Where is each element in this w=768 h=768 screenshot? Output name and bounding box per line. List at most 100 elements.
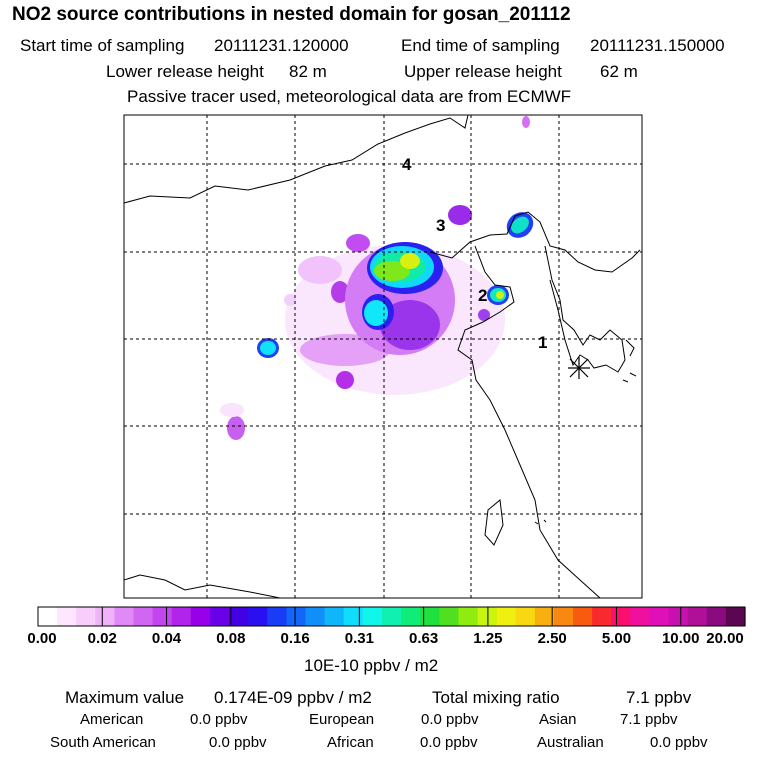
colorbar-swatch xyxy=(362,607,383,626)
tracer-note: Passive tracer used, meteorological data… xyxy=(127,87,572,106)
colorbar-swatch xyxy=(458,607,479,626)
colorbar-swatch xyxy=(286,607,307,626)
max-value: 0.174E-09 ppbv / m2 xyxy=(214,688,372,707)
colorbar-tick-label: 10.00 xyxy=(661,630,700,647)
region-australian-label: Australian xyxy=(537,734,604,751)
colorbar-tick-label: 0.16 xyxy=(280,630,310,647)
start-time-value: 20111231.120000 xyxy=(214,36,349,55)
marker-4: 4 xyxy=(402,155,412,174)
colorbar-swatch xyxy=(57,607,77,626)
colorbar-swatch xyxy=(630,607,651,626)
islands xyxy=(534,519,547,525)
lat-lon-grid xyxy=(124,115,642,598)
marker-2: 2 xyxy=(478,286,487,305)
plume-core xyxy=(400,253,420,269)
coastline xyxy=(429,211,641,273)
marker-3: 3 xyxy=(436,216,445,235)
colorbar-swatch xyxy=(401,607,421,626)
colorbar-swatch xyxy=(477,607,498,626)
colorbar-swatch xyxy=(248,607,268,626)
colorbar-swatch xyxy=(592,607,612,626)
upper-release-label: Upper release height xyxy=(404,62,562,81)
plume-patch xyxy=(220,403,244,417)
plume-core xyxy=(374,261,410,281)
colorbar-tick-label: 0.02 xyxy=(87,630,117,647)
coastline-japan xyxy=(622,339,637,383)
plot-title: NO2 source contributions in nested domai… xyxy=(12,4,571,25)
plume-patch xyxy=(522,116,530,128)
colorbar-tick-label: 0.63 xyxy=(409,630,439,647)
colorbar-swatch xyxy=(573,607,593,626)
colorbar-swatch xyxy=(324,607,345,626)
colorbar xyxy=(38,607,746,626)
colorbar-tick-label: 1.25 xyxy=(473,630,503,647)
colorbar-swatch xyxy=(668,607,689,626)
colorbar-tick-label: 0.04 xyxy=(151,630,182,647)
colorbar-swatch xyxy=(687,607,708,626)
colorbar-ticks xyxy=(101,607,682,626)
colorbar-swatch xyxy=(95,607,116,626)
plume-core xyxy=(380,300,440,350)
colorbar-swatch xyxy=(114,607,135,626)
colorbar-swatch xyxy=(725,607,746,626)
total-mixing-label: Total mixing ratio xyxy=(432,688,560,707)
colorbar-swatch xyxy=(38,607,58,626)
colorbar-swatch xyxy=(190,607,211,626)
end-time-label: End time of sampling xyxy=(401,36,560,55)
region-south-american-label: South American xyxy=(50,734,156,751)
colorbar-swatch xyxy=(439,607,459,626)
plume-patch xyxy=(331,281,349,303)
plume-patch xyxy=(284,294,296,306)
colorbar-swatch xyxy=(209,607,230,626)
upper-release-value: 62 m xyxy=(600,62,638,81)
colorbar-swatch xyxy=(305,607,326,626)
region-american-value: 0.0 ppbv xyxy=(190,711,248,728)
region-european-label: European xyxy=(309,711,375,728)
region-south-american-value: 0.0 ppbv xyxy=(209,734,267,751)
border-line xyxy=(124,574,281,598)
colorbar-swatch xyxy=(649,607,670,626)
plume-core xyxy=(496,291,504,299)
coastline xyxy=(457,245,601,598)
colorbar-swatch xyxy=(76,607,96,626)
start-time-label: Start time of sampling xyxy=(20,36,185,55)
end-time-value: 20111231.150000 xyxy=(590,36,725,55)
plume-patch xyxy=(298,256,342,284)
colorbar-swatch xyxy=(534,607,555,626)
colorbar-tick-label: 5.00 xyxy=(601,630,632,647)
plume-core xyxy=(260,341,276,355)
region-asian-label: Asian xyxy=(539,711,577,728)
plume-patch xyxy=(336,371,354,389)
plume-patch xyxy=(346,234,370,252)
colorbar-unit: 10E-10 ppbv / m2 xyxy=(304,656,439,675)
region-american-label: American xyxy=(80,711,144,728)
colorbar-tick-label: 0.00 xyxy=(27,630,57,647)
region-australian-value: 0.0 ppbv xyxy=(650,734,708,751)
lower-release-label: Lower release height xyxy=(106,62,264,81)
marker-1: 1 xyxy=(538,333,547,352)
colorbar-swatch xyxy=(496,607,517,626)
colorbar-swatch xyxy=(381,607,402,626)
colorbar-swatch xyxy=(152,607,173,626)
border-line xyxy=(124,115,469,204)
lower-release-value: 82 m xyxy=(289,62,327,81)
colorbar-swatch xyxy=(553,607,574,626)
region-asian-value: 7.1 ppbv xyxy=(620,711,678,728)
colorbar-swatch xyxy=(420,607,440,626)
colorbar-tick-label: 0.31 xyxy=(344,630,374,647)
colorbar-swatch xyxy=(229,607,249,626)
map-frame xyxy=(123,114,643,599)
coastline-taiwan xyxy=(484,499,504,546)
plume-core xyxy=(364,300,388,326)
coastline-layer xyxy=(124,115,641,598)
colorbar-tick-label: 0.08 xyxy=(216,630,246,647)
plume-layer xyxy=(220,116,534,440)
plume-patch xyxy=(227,416,245,440)
colorbar-swatch xyxy=(171,607,192,626)
total-mixing-value: 7.1 ppbv xyxy=(626,688,692,707)
region-african-label: African xyxy=(327,734,374,751)
colorbar-swatch xyxy=(267,607,288,626)
colorbar-frame xyxy=(37,606,746,627)
colorbar-tick-label: 2.50 xyxy=(537,630,567,647)
